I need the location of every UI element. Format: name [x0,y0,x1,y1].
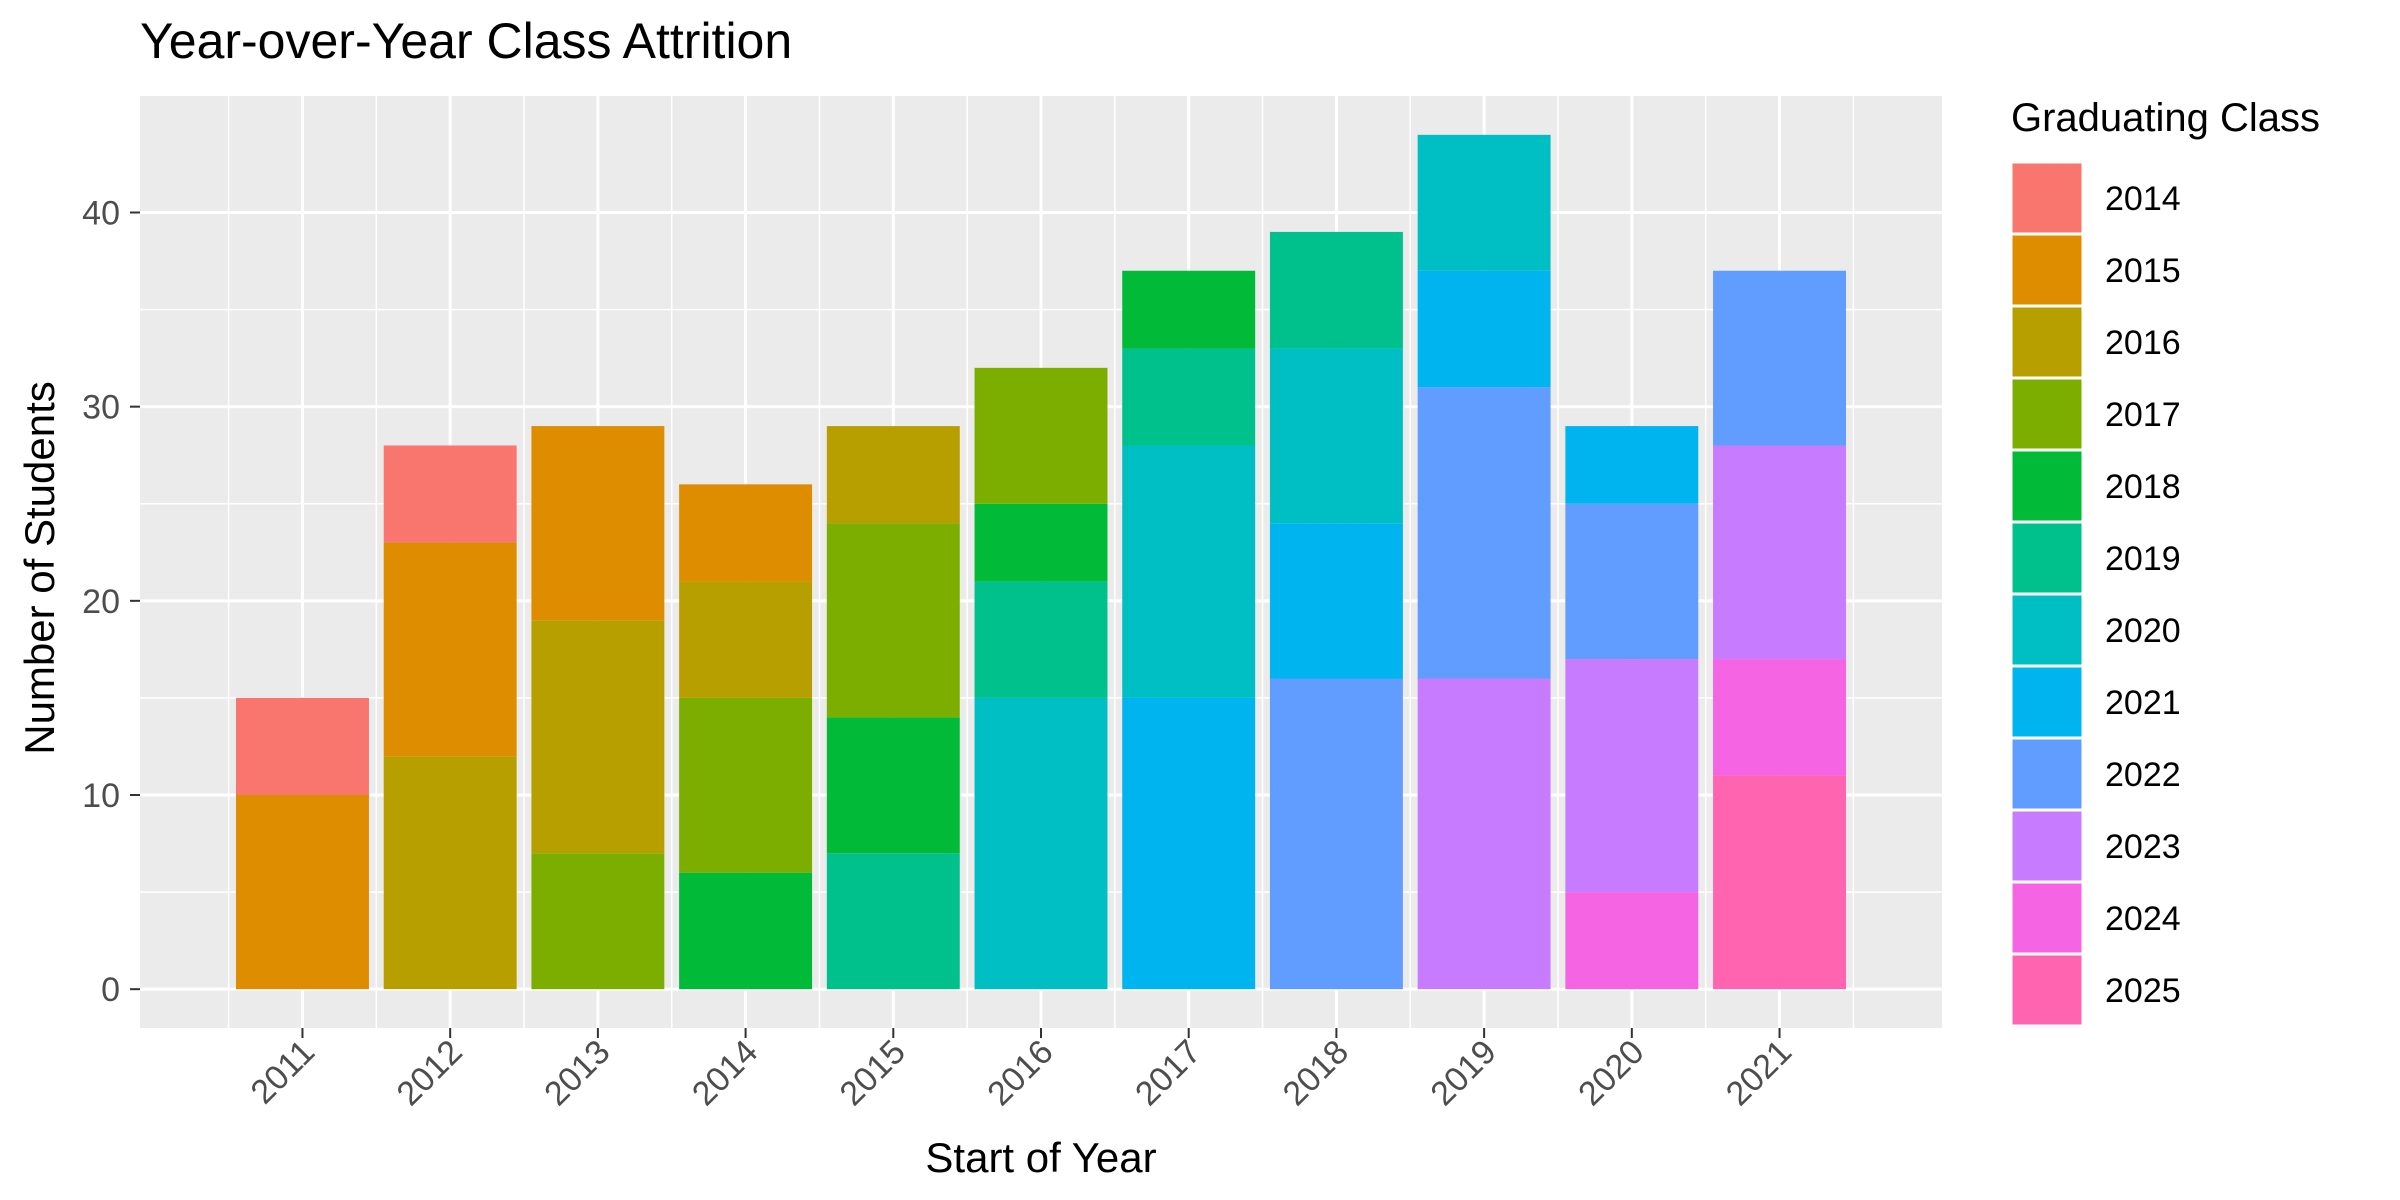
bar-segment-2015-class-2017 [826,523,960,718]
legend-key-2025 [2009,952,2085,1028]
legend-key-2014 [2009,160,2085,236]
bars-group [236,134,1846,990]
bar-segment-2018-class-2019 [1269,231,1403,349]
bar-segment-2017-class-2018 [1122,270,1256,349]
legend-key-2017 [2009,376,2085,452]
y-tick-label: 0 [101,971,120,1009]
legend-key-2024 [2009,880,2085,956]
y-tick-label: 10 [82,777,120,815]
legend-label-2016: 2016 [2105,324,2181,362]
legend-label-2020: 2020 [2105,612,2181,650]
legend-label-2017: 2017 [2105,396,2181,434]
bar-segment-2014-class-2017 [679,697,813,873]
bar-segment-2021-class-2022 [1713,270,1846,446]
legend-label-2023: 2023 [2105,828,2181,866]
y-tick-label: 20 [82,583,120,621]
chart-title: Year-over-Year Class Attrition [140,13,792,69]
x-tick-label: 2020 [1571,1033,1651,1113]
x-tick-label: 2021 [1719,1033,1799,1113]
legend-key-2021 [2009,664,2085,740]
y-tick-label: 30 [82,389,120,427]
legend-key-2015 [2009,232,2085,308]
bar-segment-2017-class-2020 [1122,445,1256,698]
legend-key-2016 [2009,304,2085,380]
bar-segment-2018-class-2021 [1269,523,1403,679]
x-tick-label: 2019 [1423,1033,1503,1113]
bar-segment-2021-class-2024 [1713,659,1846,776]
bar-segment-2019-class-2023 [1417,678,1551,990]
bar-segment-2016-class-2018 [974,503,1108,582]
x-tick-label: 2017 [1128,1033,1208,1113]
y-tick-label: 40 [82,195,120,233]
bar-segment-2019-class-2020 [1417,134,1551,271]
bar-segment-2018-class-2020 [1269,348,1403,524]
x-tick-label: 2018 [1276,1033,1356,1113]
legend-label-2015: 2015 [2105,252,2181,290]
x-tick-label: 2015 [833,1033,913,1113]
legend-label-2022: 2022 [2105,756,2181,794]
legend-key-2022 [2009,736,2085,812]
bar-segment-2018-class-2022 [1269,678,1403,990]
legend-key-2018 [2009,448,2085,524]
x-tick-label: 2016 [980,1033,1060,1113]
bar-segment-2015-class-2019 [826,853,960,990]
bar-segment-2014-class-2018 [679,872,813,990]
bar-segment-2020-class-2024 [1565,892,1699,990]
bar-segment-2021-class-2025 [1713,775,1846,990]
bar-segment-2020-class-2023 [1565,659,1699,893]
legend-key-2023 [2009,808,2085,884]
bar-segment-2015-class-2018 [826,717,960,854]
bar-segment-2012-class-2014 [383,445,517,543]
bar-segment-2016-class-2019 [974,581,1108,698]
legend-label-2025: 2025 [2105,972,2181,1010]
bar-segment-2011-class-2014 [236,697,369,795]
bar-segment-2017-class-2021 [1122,697,1256,990]
bar-segment-2017-class-2019 [1122,348,1256,446]
legend-label-2018: 2018 [2105,468,2181,506]
legend-label-2019: 2019 [2105,540,2181,578]
x-tick-label: 2012 [389,1033,469,1113]
bar-segment-2015-class-2016 [826,426,960,524]
bar-segment-2020-class-2021 [1565,426,1699,504]
bar-segment-2014-class-2015 [679,484,813,582]
bar-segment-2021-class-2023 [1713,445,1846,660]
bar-segment-2020-class-2022 [1565,503,1699,660]
legend-title: Graduating Class [2011,96,2320,140]
bar-segment-2012-class-2016 [383,756,517,990]
bar-segment-2013-class-2016 [531,620,665,854]
bar-segment-2019-class-2021 [1417,270,1551,388]
bar-segment-2019-class-2022 [1417,387,1551,679]
x-axis-label: Start of Year [925,1134,1156,1181]
x-tick-label: 2011 [244,1033,323,1112]
x-tick-label: 2014 [685,1033,765,1113]
bar-segment-2012-class-2015 [383,542,517,757]
x-tick-label: 2013 [537,1033,617,1113]
bar-segment-2016-class-2020 [974,697,1108,990]
y-axis-label: Number of Students [16,381,63,755]
bar-segment-2016-class-2017 [974,367,1108,504]
legend: 2014 2015 2016 2017 2018 2019 2020 2021 2022 2023… [2009,160,2181,1028]
bar-segment-2014-class-2016 [679,581,813,698]
legend-key-2019 [2009,520,2085,596]
bar-segment-2013-class-2015 [531,426,665,621]
legend-key-2020 [2009,592,2085,668]
legend-label-2024: 2024 [2105,900,2181,938]
legend-label-2021: 2021 [2105,684,2181,722]
bar-segment-2011-class-2015 [236,795,369,990]
legend-label-2014: 2014 [2105,180,2181,218]
bar-segment-2013-class-2017 [531,853,665,990]
